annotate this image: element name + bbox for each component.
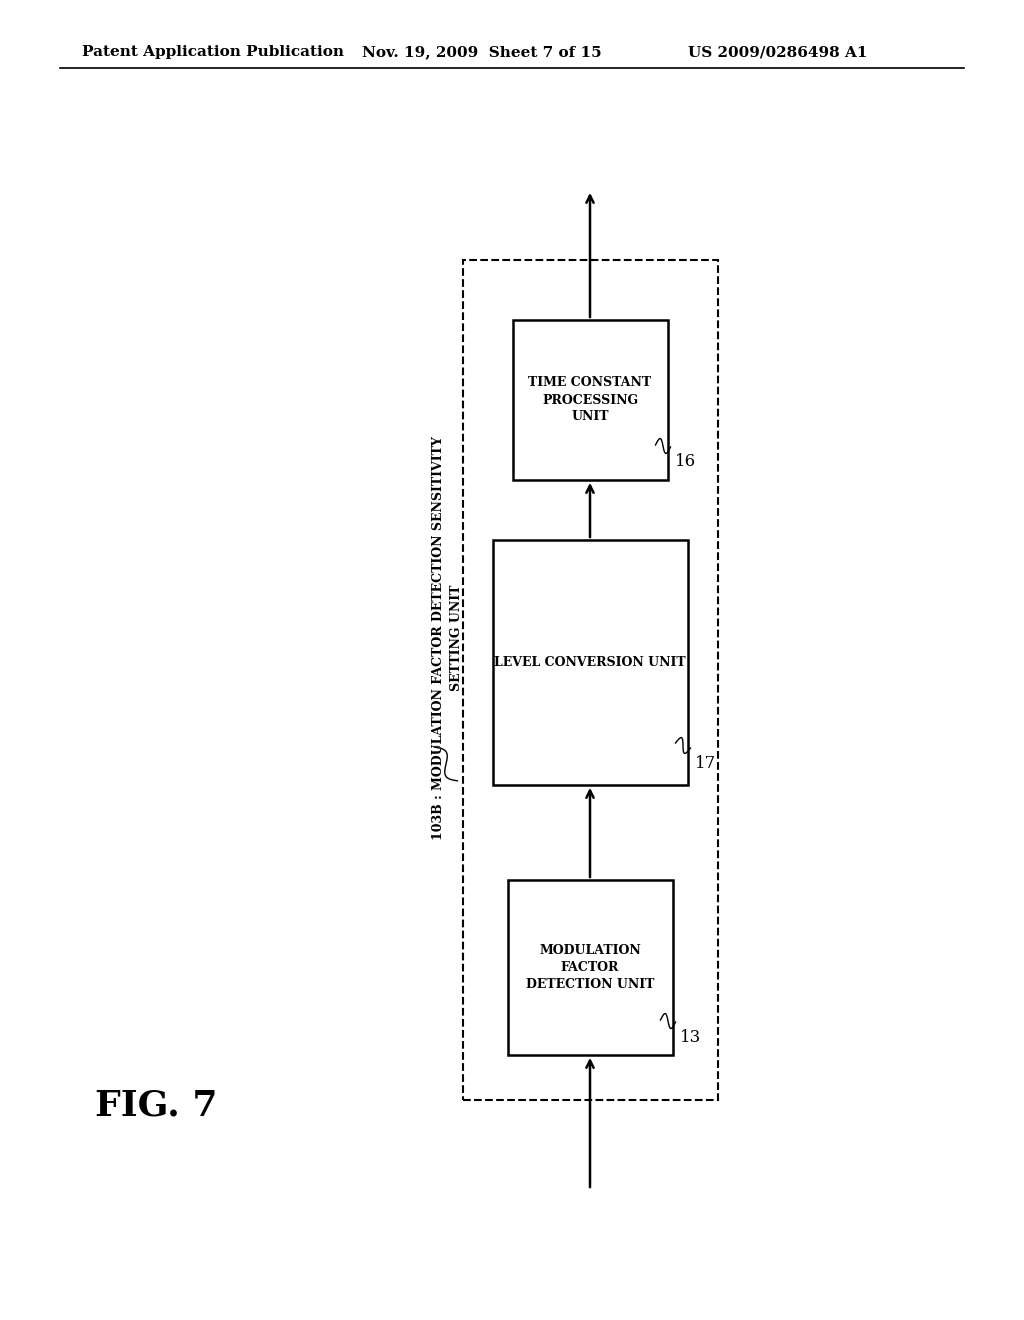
Bar	[508, 880, 673, 1055]
Text: Patent Application Publication: Patent Application Publication	[82, 45, 344, 59]
Bar	[493, 540, 687, 785]
Text: 103B : MODULATION FACTOR DETECTION SENSITIVITY
SETTING UNIT: 103B : MODULATION FACTOR DETECTION SENSI…	[432, 436, 463, 840]
Text: LEVEL CONVERSION UNIT: LEVEL CONVERSION UNIT	[495, 656, 686, 669]
Text: Nov. 19, 2009  Sheet 7 of 15: Nov. 19, 2009 Sheet 7 of 15	[362, 45, 602, 59]
Text: MODULATION
FACTOR
DETECTION UNIT: MODULATION FACTOR DETECTION UNIT	[525, 944, 654, 991]
Bar	[512, 319, 668, 480]
Text: 17: 17	[694, 755, 716, 771]
Text: FIG. 7: FIG. 7	[95, 1088, 217, 1122]
Text: TIME CONSTANT
PROCESSING
UNIT: TIME CONSTANT PROCESSING UNIT	[528, 376, 651, 424]
Text: US 2009/0286498 A1: US 2009/0286498 A1	[688, 45, 867, 59]
Text: 16: 16	[675, 454, 695, 470]
Text: 13: 13	[680, 1028, 700, 1045]
Bar	[463, 260, 718, 1100]
